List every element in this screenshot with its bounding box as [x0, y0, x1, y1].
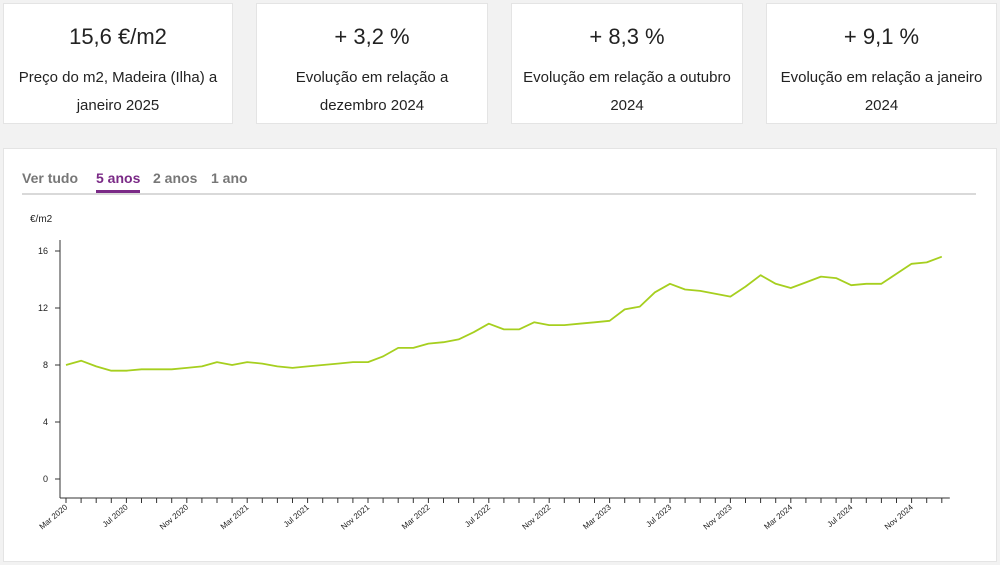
x-tick-label: Mar 2022 — [400, 502, 432, 531]
y-axis-label: €/m2 — [30, 214, 53, 225]
x-tick-label: Jul 2024 — [826, 502, 855, 529]
kpi-description: Evolução em relação a outubro 2024 — [523, 69, 731, 114]
kpi-value: + 9,1 % — [843, 24, 920, 49]
x-tick-label: Jul 2023 — [644, 502, 673, 529]
x-tick-label: Nov 2022 — [520, 502, 552, 531]
x-tick-label: Jul 2022 — [463, 502, 492, 529]
x-tick-label: Mar 2024 — [762, 502, 794, 531]
kpi-description: Evolução em relação a dezembro 2024 — [295, 69, 449, 114]
price-series-line — [65, 255, 943, 372]
kpi-card-price: 15,6 €/m2 Preço do m2, Madeira (Ilha) a … — [3, 3, 233, 124]
y-tick-label: 8 — [43, 360, 48, 370]
kpi-card-oct: + 8,3 % Evolução em relação a outubro 20… — [511, 3, 743, 124]
x-tick-label: Mar 2020 — [38, 502, 70, 531]
x-tick-label: Nov 2021 — [339, 502, 371, 531]
kpi-card-jan: + 9,1 % Evolução em relação a janeiro 20… — [766, 3, 997, 124]
x-tick-label: Mar 2023 — [581, 502, 613, 531]
x-tick-label: Nov 2023 — [702, 502, 734, 531]
tab-5-anos[interactable]: 5 anos — [96, 170, 141, 193]
kpi-card-dec: + 3,2 % Evolução em relação a dezembro 2… — [256, 3, 488, 124]
chart-panel: Ver tudo 5 anos 2 anos 1 ano — [3, 148, 997, 562]
x-tick-label: Jul 2021 — [282, 502, 311, 529]
x-tick-label: Jul 2020 — [101, 502, 130, 529]
kpi-value: 15,6 €/m2 — [69, 24, 167, 49]
range-tabs: Ver tudo 5 anos 2 anos 1 ano — [22, 169, 976, 195]
y-tick-label: 16 — [38, 246, 48, 256]
tab-1-ano[interactable]: 1 ano — [211, 170, 248, 186]
kpi-value: + 8,3 % — [589, 24, 665, 49]
x-tick-label: Mar 2021 — [219, 502, 251, 531]
kpi-description: Evolução em relação a janeiro 2024 — [780, 69, 983, 114]
tab-ver-tudo[interactable]: Ver tudo — [22, 170, 79, 186]
y-tick-label: 4 — [43, 417, 48, 427]
kpi-value: + 3,2 % — [334, 24, 410, 49]
y-tick-label: 0 — [43, 474, 48, 484]
x-tick-label: Nov 2024 — [883, 502, 915, 531]
y-tick-label: 12 — [38, 303, 48, 313]
kpi-description: Preço do m2, Madeira (Ilha) a janeiro 20… — [18, 69, 218, 114]
tab-2-anos[interactable]: 2 anos — [153, 170, 198, 186]
x-tick-label: Nov 2020 — [158, 502, 190, 531]
